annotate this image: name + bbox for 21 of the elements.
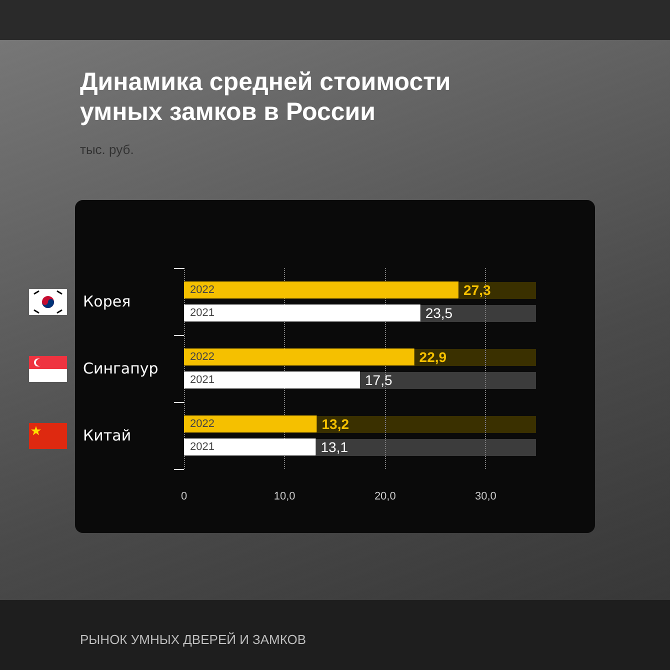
data-label: 13,2 [322, 416, 350, 432]
chart-title: Динамика средней стоимости умных замков в России [80, 68, 458, 126]
text: 2021 [190, 374, 214, 386]
x-tick-label: 10,0 [274, 490, 296, 502]
x-tick-label: 20,0 [374, 490, 396, 502]
series-label: 2021 [190, 307, 214, 319]
data-label: 27,3 [464, 282, 492, 298]
x-tick-label: 0 [180, 490, 188, 502]
y-tick-label: Корея [83, 292, 131, 310]
text: 2022 [190, 418, 214, 430]
data-label: 23,5 [425, 304, 453, 321]
y-tick-label: Сингапур [83, 360, 158, 378]
y-tick-label: Китай [83, 426, 132, 444]
text: 2021 [190, 441, 214, 453]
data-label: 13,1 [320, 438, 348, 455]
data-label: 22,9 [419, 349, 447, 366]
data-label: 17,5 [365, 372, 392, 388]
text: 2022 [190, 351, 214, 363]
text: РЫНОК УМНЫХ ДВЕРЕЙ И ЗАМКОВ [80, 632, 306, 647]
series-label: 2022 [190, 284, 214, 296]
x-tick-label: 30,0 [475, 490, 496, 502]
